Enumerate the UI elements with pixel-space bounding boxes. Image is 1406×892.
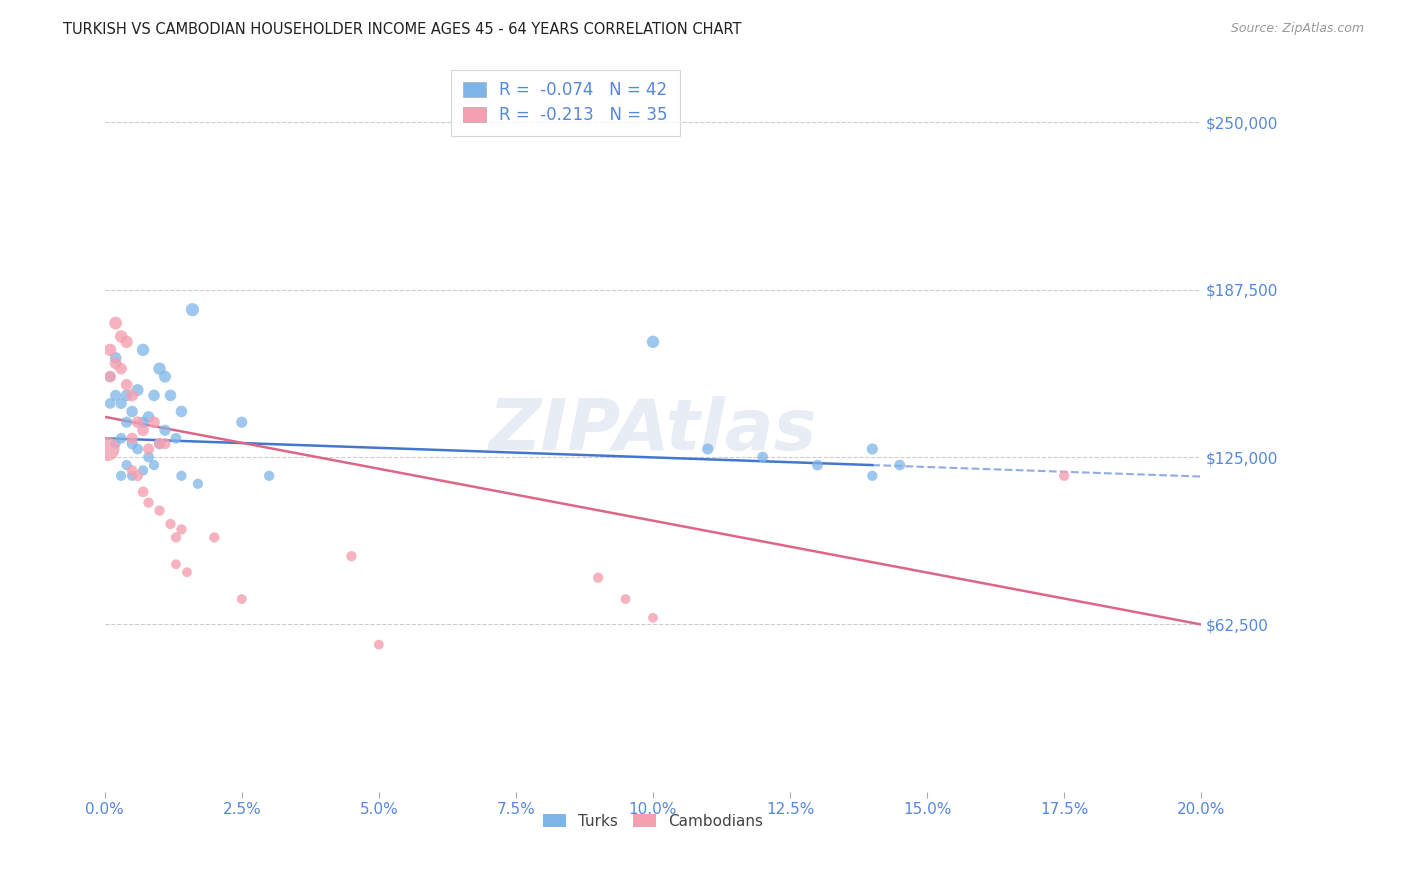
Point (115, 377, 138, 392)
Point (641, 611, 664, 625)
Point (121, 463, 143, 477)
Point (138, 409, 160, 424)
Point (138, 450, 160, 464)
Point (170, 404, 193, 418)
Point (98, 369, 121, 384)
Point (148, 436, 170, 450)
Point (138, 495, 160, 509)
Point (153, 423, 176, 437)
Point (121, 431, 143, 445)
Point (115, 458, 138, 472)
Point (696, 442, 718, 456)
Point (121, 404, 143, 418)
Point (170, 468, 193, 483)
Point (110, 431, 132, 445)
Text: ZIPAtlas: ZIPAtlas (489, 396, 817, 465)
Point (127, 415, 149, 429)
Point (231, 415, 253, 429)
Point (143, 388, 166, 402)
Point (231, 592, 253, 607)
Point (159, 388, 181, 402)
Point (98, 343, 121, 357)
Point (148, 436, 170, 450)
Point (138, 442, 160, 456)
Point (148, 361, 170, 376)
Point (1053, 468, 1076, 483)
Point (110, 468, 132, 483)
Point (121, 468, 143, 483)
Point (110, 361, 132, 376)
Point (110, 329, 132, 343)
Point (132, 343, 155, 357)
Point (860, 442, 883, 456)
Point (121, 436, 143, 450)
Text: TURKISH VS CAMBODIAN HOUSEHOLDER INCOME AGES 45 - 64 YEARS CORRELATION CHART: TURKISH VS CAMBODIAN HOUSEHOLDER INCOME … (63, 22, 742, 37)
Point (132, 463, 155, 477)
Point (98, 369, 121, 384)
Point (115, 334, 138, 349)
Point (153, 436, 176, 450)
Point (143, 415, 166, 429)
Point (889, 458, 911, 472)
Point (104, 356, 127, 370)
Point (751, 450, 773, 464)
Point (110, 396, 132, 410)
Legend: Turks, Cambodians: Turks, Cambodians (537, 807, 769, 835)
Point (257, 468, 280, 483)
Point (367, 638, 389, 652)
Point (104, 436, 127, 450)
Point (187, 476, 209, 491)
Point (340, 549, 363, 564)
Point (860, 468, 883, 483)
Point (127, 383, 149, 397)
Point (153, 369, 176, 384)
Point (614, 592, 637, 607)
Point (98, 396, 121, 410)
Point (176, 566, 198, 580)
Point (104, 388, 127, 402)
Point (104, 316, 127, 330)
Point (127, 468, 149, 483)
Point (143, 458, 166, 472)
Point (806, 458, 828, 472)
Point (148, 503, 170, 517)
Point (121, 388, 143, 402)
Point (165, 431, 187, 445)
Point (641, 334, 664, 349)
Point (132, 423, 155, 437)
Point (586, 571, 609, 585)
Point (132, 415, 155, 429)
Point (96, 442, 118, 456)
Point (132, 484, 155, 499)
Text: Source: ZipAtlas.com: Source: ZipAtlas.com (1230, 22, 1364, 36)
Point (202, 530, 225, 544)
Point (165, 530, 187, 544)
Point (127, 442, 149, 456)
Point (181, 302, 204, 317)
Point (159, 516, 181, 531)
Point (115, 388, 138, 402)
Point (104, 351, 127, 365)
Point (115, 415, 138, 429)
Point (165, 558, 187, 572)
Point (170, 522, 193, 536)
